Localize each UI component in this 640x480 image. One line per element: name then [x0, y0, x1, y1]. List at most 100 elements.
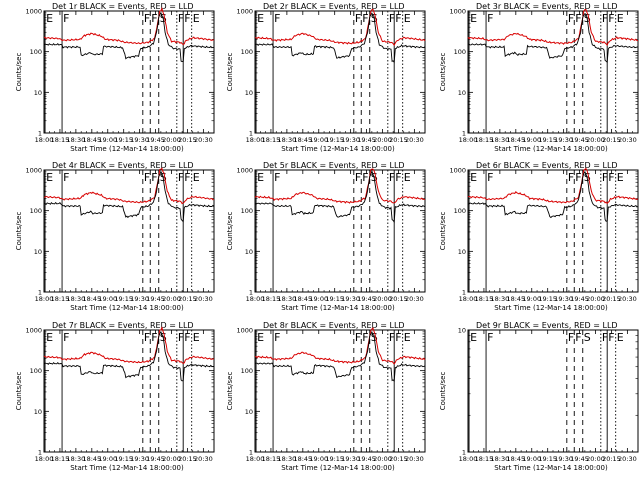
x-tick-label: 18:00 — [35, 455, 54, 463]
x-tick-label: 20:30 — [194, 295, 213, 303]
x-tick-label: 19:30 — [130, 136, 149, 144]
x-tick-label: 20:15 — [178, 455, 197, 463]
marker-label: F — [395, 12, 401, 25]
marker-label: F — [184, 331, 190, 344]
x-tick-label: 18:00 — [459, 136, 478, 144]
x-tick-label: 19:45 — [357, 295, 376, 303]
x-tick-label: 18:00 — [246, 295, 265, 303]
marker-label: F — [575, 12, 581, 25]
panel-title: Det 9r BLACK = Events, RED = LLD — [476, 321, 618, 330]
y-tick-label: 100 — [30, 207, 42, 215]
y-axis-label: Counts/sec — [15, 372, 23, 411]
y-tick-label: 1 — [462, 289, 466, 297]
x-tick-label: 19:45 — [146, 136, 165, 144]
marker-label: F — [568, 171, 574, 184]
x-tick-label: 18:15 — [51, 136, 70, 144]
y-tick-label: 1000 — [449, 167, 466, 175]
marker-label: F — [487, 12, 493, 25]
x-axis-label: Start Time (12-Mar-14 18:00:00) — [494, 304, 608, 312]
panel-frame — [43, 329, 215, 453]
marker-label: F — [144, 171, 150, 184]
x-tick-label: 19:15 — [538, 136, 557, 144]
panel-title: Det 3r BLACK = Events, RED = LLD — [476, 2, 618, 11]
x-tick-label: 18:30 — [67, 295, 86, 303]
marker-label: F — [355, 12, 361, 25]
x-tick-label: 19:15 — [114, 295, 133, 303]
x-tick-label: 18:45 — [82, 136, 101, 144]
panel-title: Det 7r BLACK = Events, RED = LLD — [52, 321, 194, 330]
x-tick-label: 18:00 — [35, 136, 54, 144]
y-axis-label: Counts/sec — [15, 53, 23, 92]
detector-panel-2: Det 2r BLACK = Events, RED = LLD 1 10 100 10… — [226, 2, 426, 153]
y-tick-label: 1 — [249, 449, 253, 457]
y-tick-label: 1 — [249, 289, 253, 297]
x-tick-label: 18:45 — [293, 455, 312, 463]
marker-label: S — [584, 331, 591, 344]
x-tick-label: 20:30 — [194, 455, 213, 463]
y-tick-label: 10 — [34, 408, 42, 416]
y-tick-label: 100 — [241, 207, 253, 215]
marker-label: E — [46, 331, 53, 344]
marker-label: F — [178, 331, 184, 344]
panel-frame — [254, 329, 426, 453]
x-tick-label: 18:15 — [262, 295, 281, 303]
y-axis-label: Counts/sec — [439, 372, 447, 411]
x-tick-label: 18:00 — [35, 295, 54, 303]
y-tick-label: 100 — [241, 367, 253, 375]
x-tick-label: 20:15 — [602, 295, 621, 303]
y-tick-label: 10 — [245, 408, 253, 416]
marker-label: F — [395, 171, 401, 184]
marker-label: E — [257, 171, 264, 184]
events-series-line — [254, 12, 426, 64]
marker-label: E — [193, 331, 200, 344]
marker-label: F — [602, 331, 608, 344]
panel-frame — [467, 169, 639, 293]
x-tick-label: 20:00 — [373, 455, 392, 463]
lld-series-line — [44, 7, 215, 46]
events-series-line — [254, 169, 426, 224]
marker-label: E — [470, 171, 477, 184]
x-tick-label: 19:30 — [130, 455, 149, 463]
x-tick-label: 19:00 — [309, 295, 328, 303]
marker-label: F — [608, 331, 614, 344]
x-axis-label: Start Time (12-Mar-14 18:00:00) — [494, 464, 608, 472]
marker-label: F — [389, 171, 395, 184]
marker-label: F — [355, 331, 361, 344]
x-tick-label: 19:30 — [341, 136, 360, 144]
events-series-line — [467, 12, 639, 64]
x-tick-label: 18:30 — [491, 295, 510, 303]
marker-label: E — [470, 12, 477, 25]
marker-label: F — [178, 12, 184, 25]
x-tick-label: 20:15 — [602, 455, 621, 463]
panel-title: Det 8r BLACK = Events, RED = LLD — [263, 321, 405, 330]
y-tick-label: 1000 — [449, 8, 466, 16]
detector-panel-3: Det 3r BLACK = Events, RED = LLD 1 10 100 10… — [439, 2, 639, 153]
lld-series-line — [254, 8, 426, 47]
x-tick-label: 19:00 — [309, 136, 328, 144]
lld-series-line — [468, 167, 639, 205]
marker-label: F — [362, 331, 368, 344]
panel-title: Det 5r BLACK = Events, RED = LLD — [263, 161, 405, 170]
lld-series-line — [43, 326, 214, 365]
x-tick-label: 19:30 — [130, 295, 149, 303]
detector-panel-8: Det 8r BLACK = Events, RED = LLD 1 10 100 10… — [226, 321, 426, 472]
marker-label: F — [602, 171, 608, 184]
marker-label: E — [46, 12, 53, 25]
marker-label: F — [184, 171, 190, 184]
marker-label: F — [389, 12, 395, 25]
x-tick-label: 20:00 — [586, 295, 605, 303]
x-axis-label: Start Time (12-Mar-14 18:00:00) — [70, 464, 184, 472]
events-series-line — [467, 170, 639, 222]
marker-label: E — [470, 331, 477, 344]
x-tick-label: 19:30 — [554, 295, 573, 303]
x-tick-label: 19:00 — [522, 295, 541, 303]
marker-label: F — [63, 171, 69, 184]
x-axis-label: Start Time (12-Mar-14 18:00:00) — [70, 304, 184, 312]
y-tick-label: 10 — [458, 327, 466, 335]
marker-label: F — [63, 331, 69, 344]
panel-title: Det 2r BLACK = Events, RED = LLD — [263, 2, 405, 11]
x-tick-label: 19:15 — [325, 295, 344, 303]
y-tick-label: 1000 — [25, 167, 42, 175]
x-tick-label: 19:00 — [98, 136, 117, 144]
x-tick-label: 20:00 — [162, 136, 181, 144]
